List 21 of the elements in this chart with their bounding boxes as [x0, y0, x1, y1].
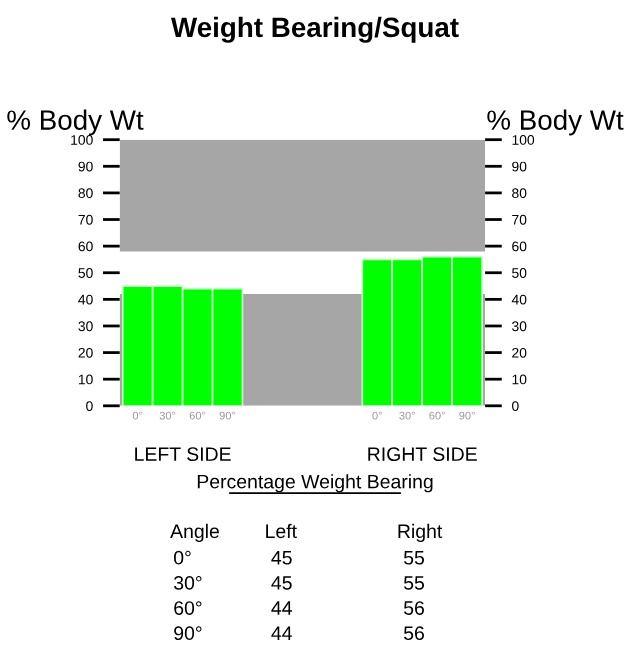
y-axis-title: % Body Wt — [7, 109, 144, 136]
y2-axis-title: % Body Wt — [487, 109, 624, 136]
text: 55 — [403, 551, 425, 565]
text: 56 — [403, 626, 424, 641]
text: LEFT SIDE — [135, 447, 231, 462]
text: 44 — [271, 626, 292, 640]
text: 60° — [174, 601, 202, 615]
text: Angle — [170, 523, 219, 542]
text: Right — [398, 523, 443, 542]
text: 44 — [271, 601, 292, 615]
text: 30° — [173, 576, 202, 590]
text: Left — [266, 523, 297, 539]
text: 0° — [174, 550, 191, 565]
text: 90° — [174, 626, 202, 641]
text: 55 — [403, 576, 425, 590]
text: RIGHT SIDE — [368, 447, 477, 462]
chart-title: Weight Bearing/Squat — [170, 16, 459, 43]
text: 45 — [271, 551, 292, 565]
text: Percentage Weight Bearing — [197, 474, 433, 493]
text: 56 — [403, 601, 424, 615]
text: 45 — [271, 576, 292, 590]
